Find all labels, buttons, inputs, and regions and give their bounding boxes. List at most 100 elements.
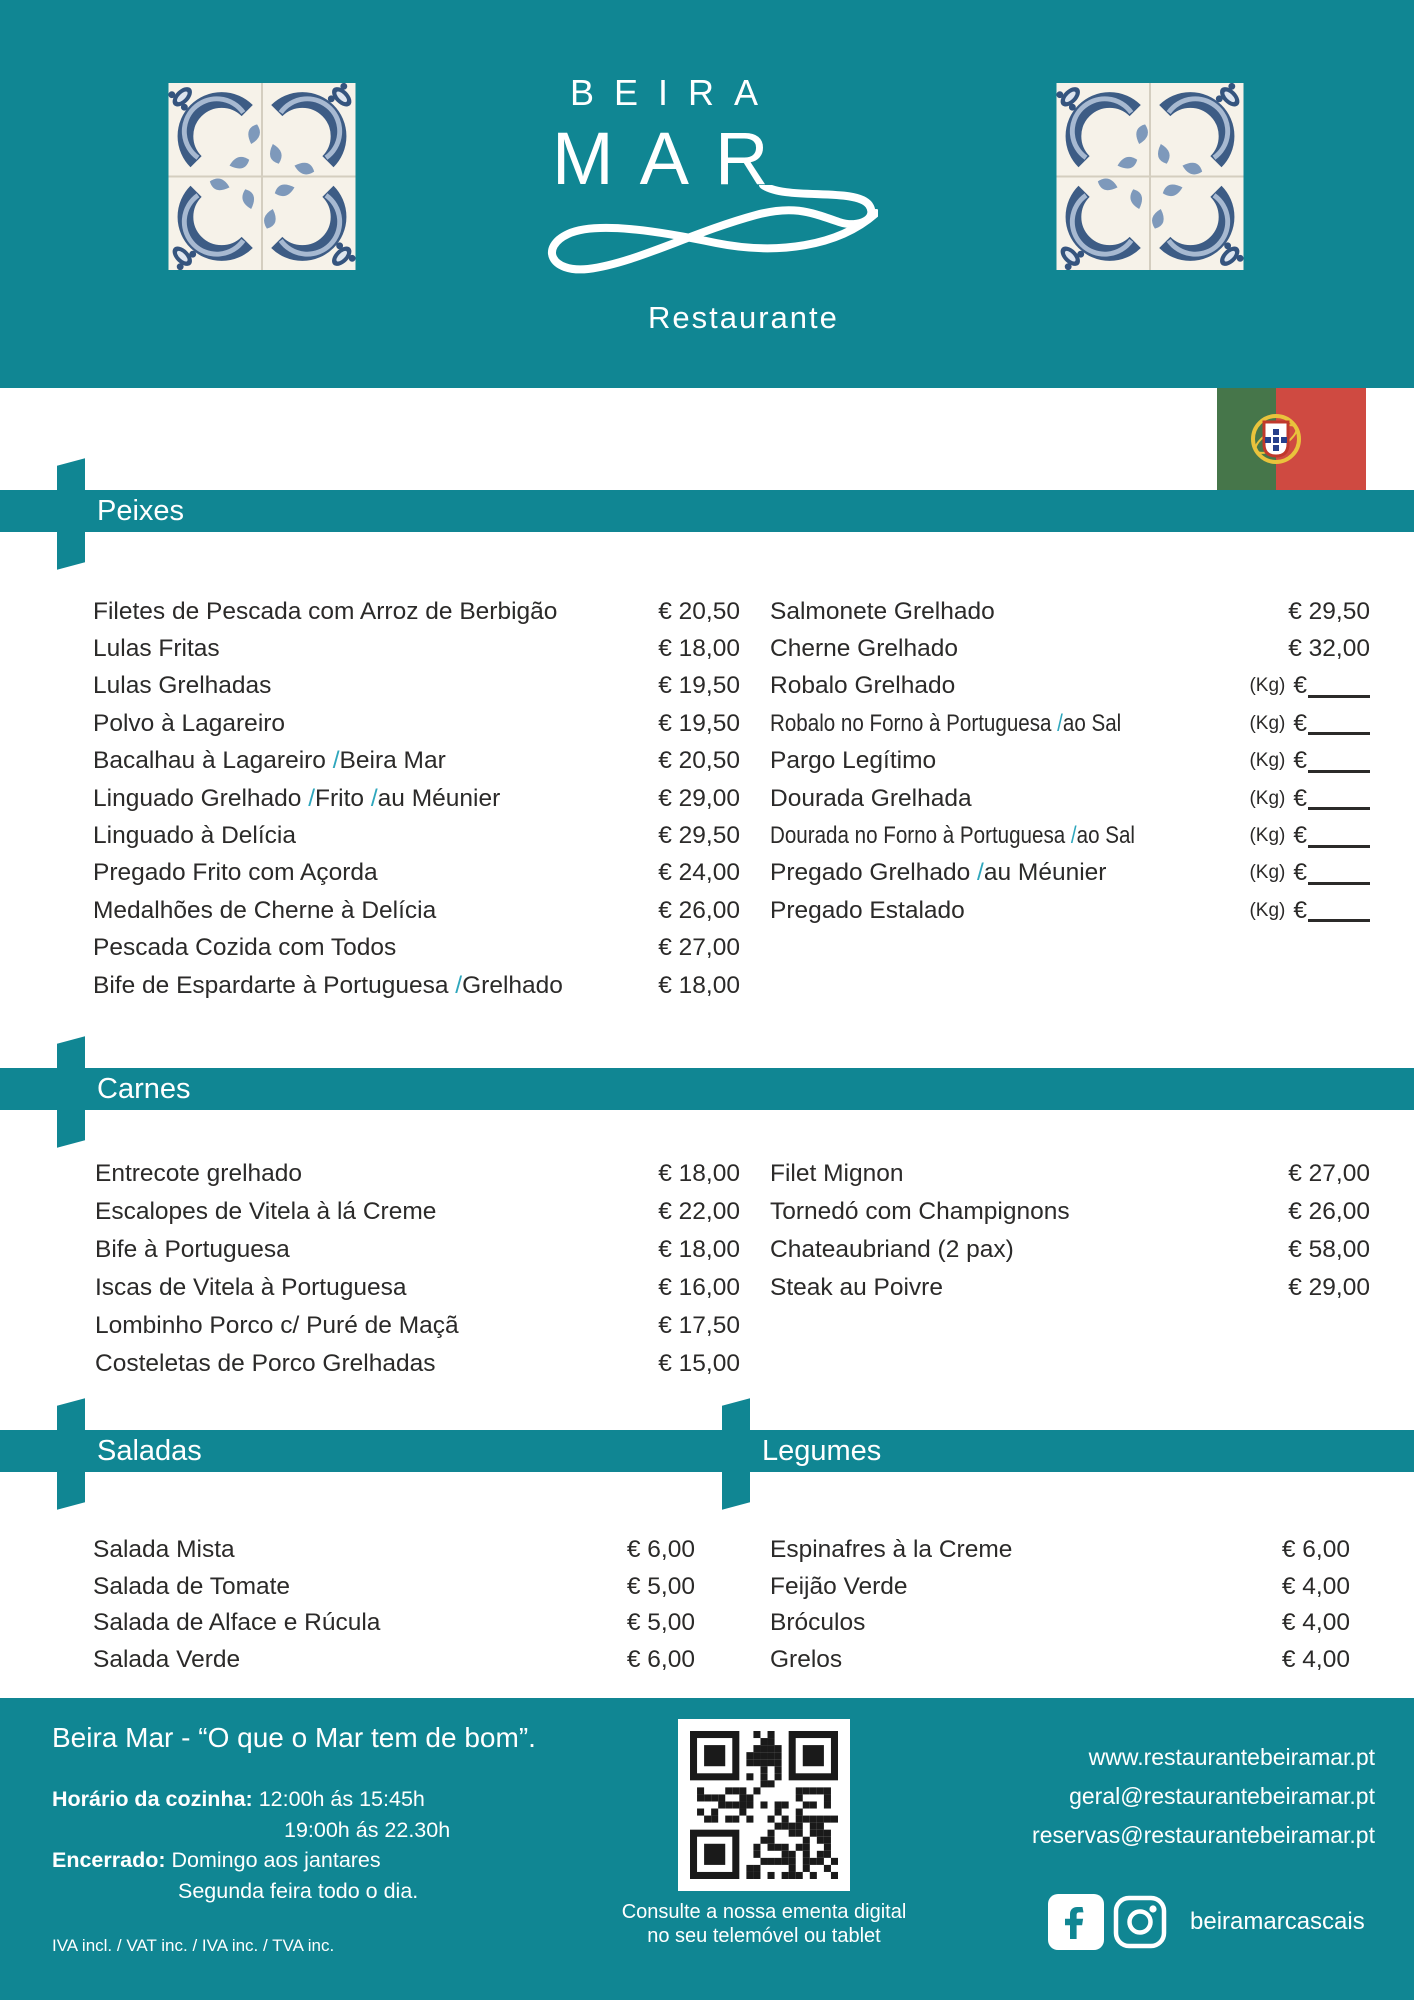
- peixes-right-list: Salmonete Grelhado € 29,50 Cherne Grelhado…: [770, 593, 1370, 930]
- menu-item-row: Linguado à Delícia € 29,50: [93, 817, 740, 854]
- menu-item-row: Linguado Grelhado /Frito /au Méunier € 29…: [93, 780, 740, 817]
- menu-item-row: Iscas de Vitela à Portuguesa € 16,00: [95, 1269, 740, 1307]
- item-name: Costeletas de Porco Grelhadas: [95, 1350, 436, 1377]
- qr-caption-line2: no seu telemóvel ou tablet: [647, 1925, 881, 1947]
- item-name: Medalhões de Cherne à Delícia: [93, 896, 437, 924]
- header-band: BEIRA MAR Restaurante: [0, 0, 1414, 388]
- item-price: € 29,00: [1288, 1274, 1370, 1301]
- section-title-legumes: Legumes: [762, 1435, 882, 1467]
- instagram-icon[interactable]: [1112, 1894, 1168, 1950]
- closed-line1: Encerrado: Domingo aos jantares: [52, 1845, 450, 1876]
- price-blank-line: [1308, 881, 1370, 885]
- menu-item-row: Salada Verde € 6,00: [93, 1642, 695, 1679]
- item-name: Polvo à Lagareiro: [93, 709, 286, 737]
- item-price: € 16,00: [658, 1274, 740, 1301]
- item-price: € 15,00: [658, 1350, 740, 1377]
- item-price: € 19,50: [658, 709, 740, 737]
- item-name: Bife à Portuguesa: [95, 1236, 290, 1263]
- facebook-icon[interactable]: [1048, 1894, 1104, 1950]
- euro-sign: €: [1293, 859, 1307, 887]
- menu-item-row: Dourada Grelhada (Kg) €: [770, 780, 1370, 817]
- item-price: € 18,00: [658, 635, 740, 663]
- menu-item-row: Tornedó com Champignons € 26,00: [770, 1193, 1370, 1231]
- portugal-flag-icon: [1217, 388, 1366, 490]
- euro-sign: €: [1293, 896, 1307, 924]
- social-handle[interactable]: beiramarcascais: [1190, 1908, 1365, 1935]
- slash-separator: /: [332, 747, 340, 775]
- kg-price-group: (Kg) €: [1249, 710, 1370, 738]
- menu-item-row: Costeletas de Porco Grelhadas € 15,00: [95, 1345, 740, 1383]
- azulejo-tile-left: [167, 83, 357, 270]
- menu-item-row: Medalhões de Cherne à Delícia € 26,00: [93, 892, 740, 929]
- item-name: Lombinho Porco c/ Puré de Maçã: [95, 1312, 459, 1339]
- logo-swirl-flourish: [548, 185, 878, 274]
- item-name: Feijão Verde: [770, 1572, 908, 1600]
- item-price: € 29,50: [658, 822, 740, 850]
- menu-item-row: Salada de Alface e Rúcula € 5,00: [93, 1605, 695, 1642]
- kg-price-group: (Kg) €: [1249, 672, 1370, 700]
- slash-separator: /: [1057, 709, 1063, 737]
- item-name: Entrecote grelhado: [95, 1160, 303, 1187]
- menu-item-row: Pregado Grelhado /au Méunier (Kg) €: [770, 855, 1370, 892]
- kitchen-hours-line1: Horário da cozinha: 12:00h ás 15:45h: [52, 1784, 450, 1815]
- item-name: Filet Mignon: [770, 1160, 904, 1187]
- email-general-link[interactable]: geral@restaurantebeiramar.pt: [1069, 1783, 1375, 1809]
- menu-item-row: Bife à Portuguesa € 18,00: [95, 1231, 740, 1269]
- menu-item-row: Escalopes de Vitela à lá Creme € 22,00: [95, 1193, 740, 1231]
- item-name: Chateaubriand (2 pax): [770, 1236, 1014, 1263]
- flag-emblem: [1251, 414, 1301, 464]
- item-name: Lulas Fritas: [93, 635, 220, 663]
- closed-label: Encerrado:: [52, 1848, 166, 1872]
- euro-sign: €: [1293, 672, 1307, 700]
- price-blank-line: [1308, 694, 1370, 698]
- item-name: Pargo Legítimo: [770, 747, 937, 775]
- slash-separator: /: [308, 784, 316, 812]
- item-name: Pescada Cozida com Todos: [93, 934, 397, 962]
- item-price: € 20,50: [658, 747, 740, 775]
- kg-label: (Kg): [1249, 675, 1286, 697]
- menu-item-row: Pregado Estalado (Kg) €: [770, 892, 1370, 929]
- menu-item-row: Lulas Grelhadas € 19,50: [93, 668, 740, 705]
- menu-item-row: Robalo Grelhado (Kg) €: [770, 668, 1370, 705]
- item-name: Salmonete Grelhado: [770, 597, 995, 625]
- item-name: Bróculos: [770, 1609, 866, 1637]
- azulejo-tile-graphic: [1055, 83, 1245, 270]
- closed-value2: Segunda feira todo o dia.: [178, 1878, 419, 1903]
- qr-code[interactable]: [678, 1719, 850, 1891]
- item-price: € 4,00: [1281, 1609, 1350, 1637]
- price-blank-line: [1308, 919, 1370, 923]
- item-price: € 18,00: [658, 1160, 740, 1187]
- item-price: € 5,00: [626, 1609, 695, 1637]
- kg-price-group: (Kg) €: [1249, 822, 1370, 850]
- euro-sign: €: [1293, 709, 1307, 737]
- item-name: Bife de Espardarte à Portuguesa /Grelhad…: [93, 971, 563, 999]
- section-title: Carnes: [97, 1073, 191, 1105]
- website-link[interactable]: www.restaurantebeiramar.pt: [1088, 1744, 1375, 1770]
- section-title: Peixes: [97, 495, 185, 527]
- menu-item-row: Grelos € 4,00: [770, 1642, 1350, 1679]
- closed-value1: Domingo aos jantares: [171, 1848, 381, 1872]
- menu-item-row: Salada de Tomate € 5,00: [93, 1569, 695, 1606]
- menu-item-row: Cherne Grelhado € 32,00: [770, 630, 1370, 667]
- menu-item-row: Espinafres à la Creme € 6,00: [770, 1532, 1350, 1569]
- section-header-saladas-legumes: Saladas Legumes: [0, 1430, 1414, 1472]
- item-name: Pregado Estalado: [770, 896, 965, 924]
- menu-item-row: Bróculos € 4,00: [770, 1605, 1350, 1642]
- item-price: € 27,00: [658, 934, 740, 962]
- item-price: € 5,00: [626, 1572, 695, 1600]
- item-name: Robalo no Forno à Portuguesa /ao Sal: [770, 709, 1122, 737]
- qr-code-graphic: [690, 1731, 838, 1879]
- item-name: Linguado à Delícia: [93, 822, 296, 850]
- item-name: Pregado Frito com Açorda: [93, 859, 378, 887]
- kg-label: (Kg): [1249, 862, 1286, 884]
- email-reservations-link[interactable]: reservas@restaurantebeiramar.pt: [1032, 1822, 1375, 1848]
- item-price: € 29,00: [658, 784, 740, 812]
- item-price: € 26,00: [658, 896, 740, 924]
- kitchen-hours-value2: 19:00h ás 22.30h: [284, 1817, 451, 1842]
- item-name: Linguado Grelhado /Frito /au Méunier: [93, 784, 501, 812]
- brand-subtitle: Restaurante: [648, 300, 839, 335]
- kg-label: (Kg): [1249, 750, 1286, 772]
- saladas-list: Salada Mista € 6,00 Salada de Tomate € 5,00…: [93, 1532, 695, 1678]
- item-price: € 6,00: [626, 1646, 695, 1674]
